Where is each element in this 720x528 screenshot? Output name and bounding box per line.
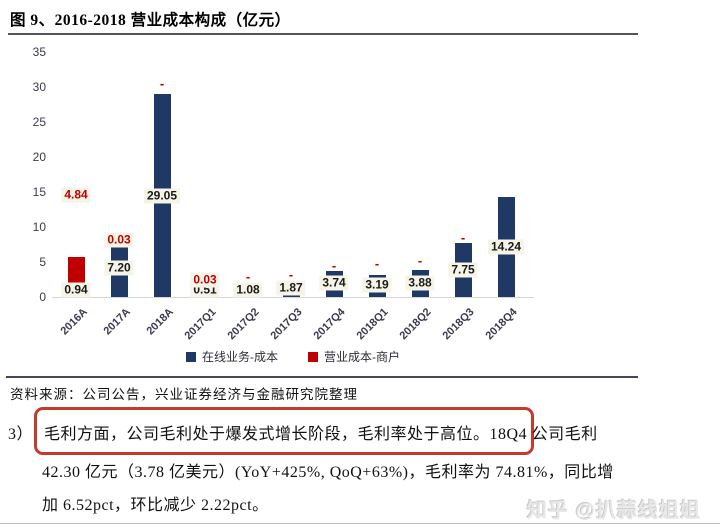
x-axis-tick-text: 2017Q1	[182, 306, 219, 343]
bar-red-value-label: 0.03	[190, 272, 220, 288]
figure-title: 图 9、2016-2018 营业成本构成（亿元）	[10, 12, 291, 29]
bar-value-label: 1.87	[276, 280, 306, 296]
source-note: 资料来源：公司公告，兴业证券经济与金融研究院整理	[10, 387, 358, 402]
title-divider	[8, 33, 638, 35]
y-axis-tick-label: 0	[39, 290, 46, 304]
paragraph-line-1: 毛利方面，公司毛利处于爆发式增长阶段，毛利率处于高位。18Q4 公司毛利	[44, 420, 598, 444]
x-axis-tick-text: 2018Q4	[483, 306, 520, 343]
legend-label: 在线业务-成本	[202, 350, 278, 364]
bar-red-value-label: 4.84	[61, 187, 91, 203]
paragraph-line-3: 加 6.52pct，环比减少 2.22pct。	[42, 497, 269, 514]
chart-legend: 在线业务-成本 营业成本-商户	[52, 348, 534, 365]
bar-value-label: 1.08	[233, 282, 263, 298]
x-axis-tick-text: 2018Q2	[397, 306, 434, 343]
x-axis-tick-text: 2017A	[101, 306, 133, 338]
bar-red-value-label: -	[374, 256, 380, 272]
x-axis-tick-text: 2016A	[58, 306, 90, 338]
y-axis-tick-label: 15	[32, 185, 46, 199]
bar-value-label: 3.19	[362, 277, 392, 293]
y-axis-tick-label: 30	[32, 80, 46, 94]
source-divider	[6, 376, 638, 378]
y-axis-tick-label: 35	[32, 45, 46, 59]
bar-red-value-label: -	[417, 252, 423, 268]
bar-value-label: 3.74	[319, 275, 349, 291]
legend-item-online-cost: 在线业务-成本	[186, 348, 278, 365]
plot-area: 0 5 10 15 20 25 30 35 0.94 4.84 2016A 7.20 0.03 2017A…	[0, 40, 660, 380]
x-axis-tick-text: 2018A	[144, 306, 176, 338]
bar-red-value-label: 0.03	[104, 232, 134, 248]
y-axis-tick-label: 10	[32, 220, 46, 234]
bar-red-value-label: -	[159, 75, 165, 91]
y-axis-tick-label: 25	[32, 115, 46, 129]
paragraph-line-1-rest: 18Q4 公司毛利	[489, 426, 598, 443]
bar-value-label: 3.88	[405, 275, 435, 291]
legend-swatch-blue-icon	[186, 351, 196, 362]
x-axis-line	[52, 297, 534, 298]
legend-swatch-red-icon	[308, 351, 318, 362]
bar-value-label: 7.20	[104, 260, 134, 276]
x-axis-tick-text: 2018Q1	[354, 306, 391, 343]
bar-red-value-label: -	[331, 257, 337, 273]
bar-value-label: 14.24	[487, 239, 525, 255]
y-axis-tick-label: 5	[39, 255, 46, 269]
x-axis-tick-text: 2017Q2	[225, 306, 262, 343]
bar-value-label: 29.05	[143, 188, 181, 204]
bar-value-label: 0.94	[61, 282, 91, 298]
bar-red-value-label: -	[288, 267, 294, 283]
paragraph-prefix: 3）	[8, 426, 34, 443]
x-axis-tick-text: 2018Q3	[440, 306, 477, 343]
bottom-divider	[0, 523, 720, 524]
paragraph-line-2: 42.30 亿元（3.78 亿美元）(YoY+425%, QoQ+63%)，毛利…	[42, 464, 614, 481]
highlighted-sentence: 毛利方面，公司毛利处于爆发式增长阶段，毛利率处于高位。	[44, 426, 490, 443]
x-axis-tick-text: 2017Q3	[268, 306, 305, 343]
bar-red-value-label: -	[245, 269, 251, 285]
y-axis-tick-label: 20	[32, 150, 46, 164]
bar-merchant-cost	[67, 256, 85, 291]
x-axis-tick-text: 2017Q4	[311, 306, 348, 343]
legend-label: 营业成本-商户	[324, 350, 400, 364]
legend-item-merchant-cost: 营业成本-商户	[308, 348, 400, 365]
bar-red-value-label: -	[460, 229, 466, 245]
bar-value-label: 7.75	[448, 262, 478, 278]
zhihu-watermark: 知乎 @扒蒜线姐姐	[527, 500, 702, 522]
